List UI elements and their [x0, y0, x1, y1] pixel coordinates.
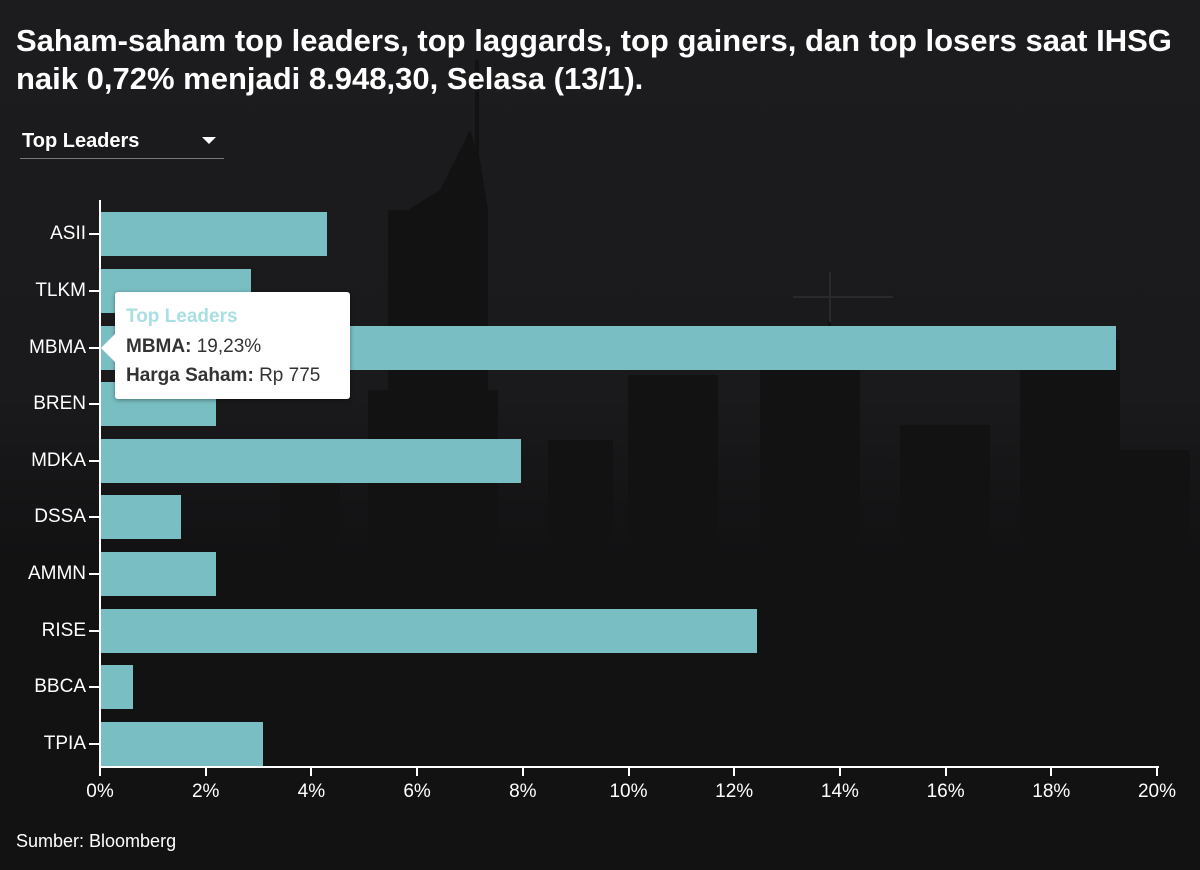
chart-title: Saham-saham top leaders, top laggards, t…	[16, 23, 1172, 96]
x-axis-label: 18%	[1032, 781, 1071, 802]
y-axis-tick	[89, 346, 99, 349]
y-axis-tick	[89, 742, 99, 745]
y-axis-tick	[89, 403, 99, 406]
bar-mdka[interactable]	[101, 438, 522, 483]
y-axis-tick	[89, 459, 99, 462]
tooltip-price-line: Harga Saham: Rp 775	[126, 365, 320, 387]
y-axis-tick	[89, 289, 99, 292]
tooltip-title: Top Leaders	[126, 306, 238, 327]
y-axis-tick	[89, 629, 99, 632]
x-axis-label: 2%	[191, 781, 220, 802]
y-axis-line	[99, 200, 101, 766]
x-axis-tick	[733, 768, 736, 776]
bar-asii[interactable]	[101, 212, 328, 257]
x-axis-label: 8%	[509, 781, 537, 802]
y-axis-tick	[89, 516, 99, 519]
y-axis-label: BBCA	[34, 676, 86, 698]
x-axis-label: 12%	[715, 781, 754, 802]
x-axis-label: 0%	[86, 781, 114, 802]
y-axis-label: ASII	[50, 223, 86, 245]
y-axis-tick	[89, 572, 99, 575]
x-axis-tick	[416, 768, 419, 776]
x-axis-tick	[1050, 768, 1053, 776]
x-axis-label: 6%	[403, 781, 431, 802]
caret-down-icon[interactable]	[202, 137, 216, 144]
bar-rise[interactable]	[101, 608, 757, 653]
chart-tooltip: Top Leaders MBMA: 19,23% Harga Saham: Rp…	[101, 292, 350, 399]
x-axis-tick	[944, 768, 947, 776]
y-axis-label: RISE	[41, 619, 86, 641]
y-axis-label: TLKM	[35, 279, 86, 301]
x-axis-tick	[627, 768, 630, 776]
x-axis-line	[99, 766, 1159, 768]
bar-bbca[interactable]	[101, 665, 133, 710]
x-axis-label: 20%	[1137, 781, 1177, 802]
x-axis-tick	[521, 768, 524, 776]
y-axis-label: AMMN	[27, 562, 86, 584]
source-note: Sumber: Bloomberg	[16, 831, 177, 851]
x-axis-label: 10%	[609, 781, 648, 802]
tooltip-price-value: Rp 775	[259, 365, 321, 386]
y-axis-tick	[89, 233, 99, 236]
dropdown-selected-label: Top Leaders	[22, 130, 140, 152]
tooltip-price-label: Harga Saham:	[126, 365, 254, 386]
x-axis-tick	[310, 768, 313, 776]
x-axis-tick	[204, 768, 207, 776]
x-axis-tick	[99, 768, 101, 776]
x-axis-label: 14%	[820, 781, 859, 802]
tooltip-ticker-line: MBMA: 19,23%	[126, 336, 261, 358]
x-axis-label: 16%	[926, 781, 965, 802]
y-axis-tick	[89, 686, 99, 689]
y-axis-label: BREN	[33, 393, 86, 415]
tooltip-ticker-label: MBMA:	[126, 336, 192, 357]
bar-ammn[interactable]	[101, 551, 217, 596]
tooltip-ticker-value: 19,23%	[196, 336, 262, 357]
y-axis-label: DSSA	[34, 506, 86, 528]
y-axis-label: MBMA	[29, 336, 86, 358]
x-axis-tick	[838, 768, 841, 776]
x-axis-label: 4%	[297, 781, 326, 802]
bar-dssa[interactable]	[101, 495, 181, 540]
y-axis-label: MDKA	[31, 449, 86, 471]
bar-tpia[interactable]	[101, 721, 263, 766]
x-axis-tick	[1156, 768, 1158, 776]
y-axis-label: TPIA	[43, 732, 86, 754]
category-dropdown[interactable]: Top Leaders	[20, 124, 224, 159]
